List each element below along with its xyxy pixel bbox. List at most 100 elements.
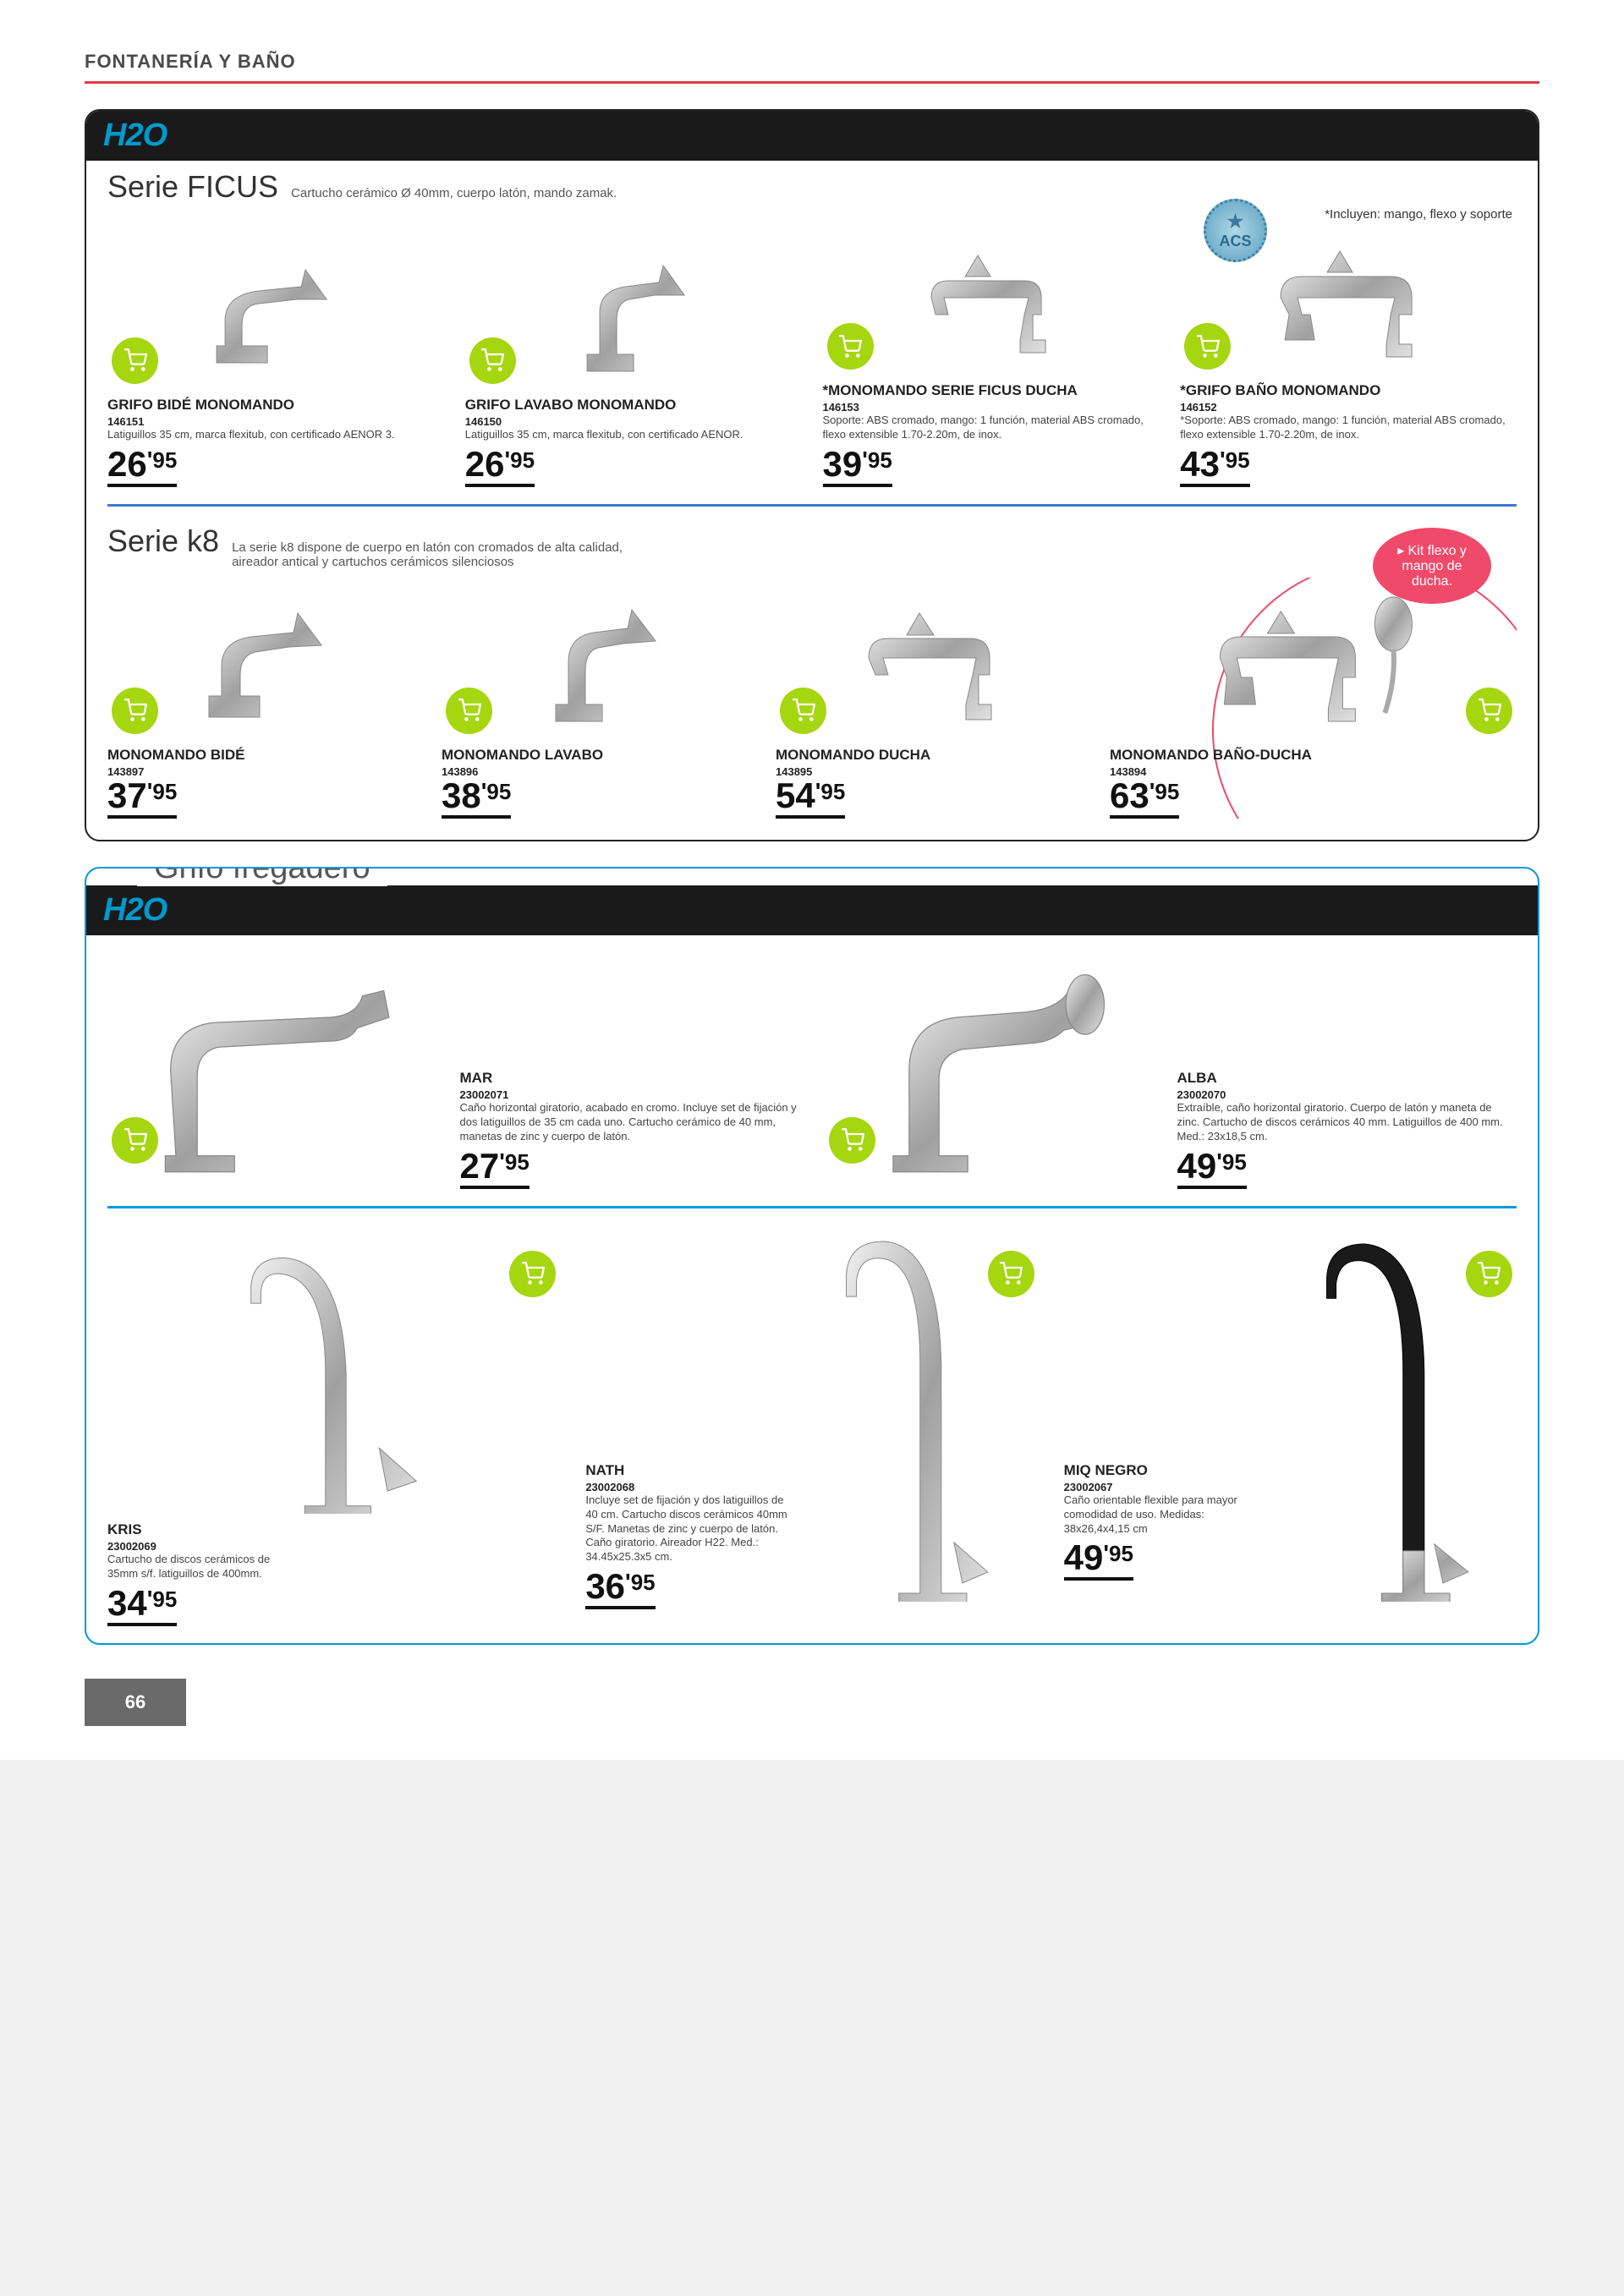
product-card: *MONOMANDO SERIE FICUS DUCHA 146153 Sopo… [823, 213, 1160, 487]
faucet-icon [1150, 595, 1476, 730]
cart-badge[interactable] [827, 323, 874, 370]
ficus-row: GRIFO BIDÉ MONOMANDO 146151 Latiguillos … [107, 213, 1517, 487]
product-code: 146152 [1180, 401, 1517, 414]
product-title: MONOMANDO DUCHA [776, 747, 1089, 764]
faucet-icon [499, 244, 768, 380]
cart-badge[interactable] [1466, 688, 1512, 734]
cart-icon [792, 699, 815, 722]
price: 27'95 [460, 1148, 529, 1189]
faucet-icon [807, 595, 1057, 730]
cart-badge[interactable] [509, 1251, 556, 1297]
product-card: MONOMANDO LAVABO 143896 38'95 [442, 578, 754, 819]
price-dec: 95 [820, 781, 845, 803]
price-dec: 95 [510, 449, 535, 471]
price: 36'95 [585, 1569, 655, 1609]
acs-label: ACS [1219, 233, 1251, 250]
product-title: *GRIFO BAÑO MONOMANDO [1180, 382, 1517, 399]
product-code: 143895 [776, 765, 1089, 778]
price-sep: ' [499, 1150, 505, 1174]
section-ficus-k8: H2O ACS *Incluyen: mango, flexo y soport… [85, 109, 1539, 841]
product-desc: Soporte: ABS cromado, mango: 1 función, … [823, 414, 1160, 442]
price-main: 27 [460, 1148, 500, 1184]
product-card: GRIFO LAVABO MONOMANDO 146150 Latiguillo… [465, 227, 802, 487]
price-sep: ' [862, 448, 868, 472]
price-sep: ' [481, 780, 487, 803]
price-main: 63 [1110, 778, 1149, 814]
price-main: 54 [776, 778, 815, 814]
k8-row: MONOMANDO BIDÉ 143897 37'95 MONOMANDO LA… [107, 578, 1517, 819]
cart-icon [123, 1128, 147, 1152]
header-divider [85, 81, 1539, 84]
product-title: KRIS [107, 1521, 560, 1538]
cart-icon [999, 1262, 1023, 1285]
price-dec: 95 [1226, 449, 1250, 471]
product-code: 23002069 [107, 1540, 560, 1553]
price-main: 36 [585, 1569, 625, 1604]
product-code: 23002067 [1064, 1481, 1268, 1493]
cart-badge[interactable] [988, 1251, 1034, 1297]
product-desc: Caño orientable flexible para mayor como… [1064, 1493, 1268, 1537]
faucet-icon [141, 244, 410, 380]
price-main: 37 [107, 778, 147, 814]
price-dec: 95 [1155, 781, 1179, 803]
product-image [1281, 1225, 1517, 1606]
price: 37'95 [107, 778, 177, 819]
faucet-icon [141, 1233, 526, 1515]
cart-badge[interactable] [112, 337, 158, 384]
faucet-icon [139, 595, 389, 730]
price-main: 26 [107, 447, 147, 482]
product-image [825, 952, 1165, 1189]
product-desc: Caño horizontal giratorio, acabado en cr… [460, 1101, 800, 1144]
cart-badge[interactable] [469, 337, 516, 384]
price-dec: 95 [868, 449, 892, 471]
cart-badge[interactable] [829, 1117, 875, 1164]
price-main: 43 [1180, 447, 1220, 482]
product-desc: Cartucho de discos cerámicos de 35mm s/f… [107, 1553, 294, 1581]
product-code: 146150 [465, 415, 802, 428]
price-dec: 95 [486, 781, 511, 803]
product-title: GRIFO BIDÉ MONOMANDO [107, 397, 444, 414]
product-card: ALBA 23002070 Extraíble, caño horizontal… [825, 952, 1517, 1189]
page-number: 66 [85, 1679, 186, 1726]
price-main: 49 [1177, 1148, 1217, 1184]
price: 26'95 [107, 447, 177, 487]
price-dec: 95 [505, 1151, 529, 1173]
product-card: MONOMANDO DUCHA 143895 54'95 [776, 578, 1089, 819]
product-title: MAR [460, 1070, 800, 1087]
product-code: 143896 [442, 765, 754, 778]
page-header: FONTANERÍA Y BAÑO [85, 51, 1539, 73]
product-title: ALBA [1177, 1070, 1517, 1087]
price-sep: ' [1220, 448, 1226, 472]
product-code: 23002070 [1177, 1088, 1517, 1101]
section-fregadero: Grifo fregadero H2O MAR 23002071 Caño ho… [85, 867, 1539, 1645]
cart-badge[interactable] [1184, 323, 1231, 370]
cart-icon [521, 1262, 545, 1285]
cart-badge[interactable] [112, 1117, 158, 1164]
price: 49'95 [1177, 1148, 1247, 1189]
product-code: 23002071 [460, 1088, 800, 1101]
cart-icon [841, 1128, 864, 1152]
h2o-logo: H2O [103, 892, 167, 928]
divider-blue [107, 504, 1517, 507]
product-image [823, 213, 1160, 382]
product-image [107, 1225, 560, 1521]
cart-icon [1196, 335, 1220, 359]
faucet-icon [124, 964, 430, 1177]
kit-bubble: ▸ Kit flexo y mango de ducha. [1373, 528, 1491, 604]
product-card: MIQ NEGRO 23002067 Caño orientable flexi… [1064, 1225, 1517, 1626]
product-title: MONOMANDO BIDÉ [107, 747, 420, 764]
product-card: KRIS 23002069 Cartucho de discos cerámic… [107, 1225, 560, 1626]
fregadero-row1: MAR 23002071 Caño horizontal giratorio, … [86, 935, 1538, 1206]
product-image [465, 227, 802, 397]
cart-badge[interactable] [112, 688, 158, 734]
cart-badge[interactable] [1466, 1251, 1512, 1297]
product-title: NATH [585, 1462, 789, 1479]
cart-badge[interactable] [446, 688, 492, 734]
k8-subtitle: La serie k8 dispone de cuerpo en latón c… [232, 540, 655, 569]
product-image [107, 952, 447, 1189]
cart-badge[interactable] [780, 688, 826, 734]
price-dec: 95 [152, 449, 177, 471]
product-image [776, 578, 1089, 747]
product-image [107, 227, 444, 397]
product-code: 143894 [1110, 765, 1517, 778]
